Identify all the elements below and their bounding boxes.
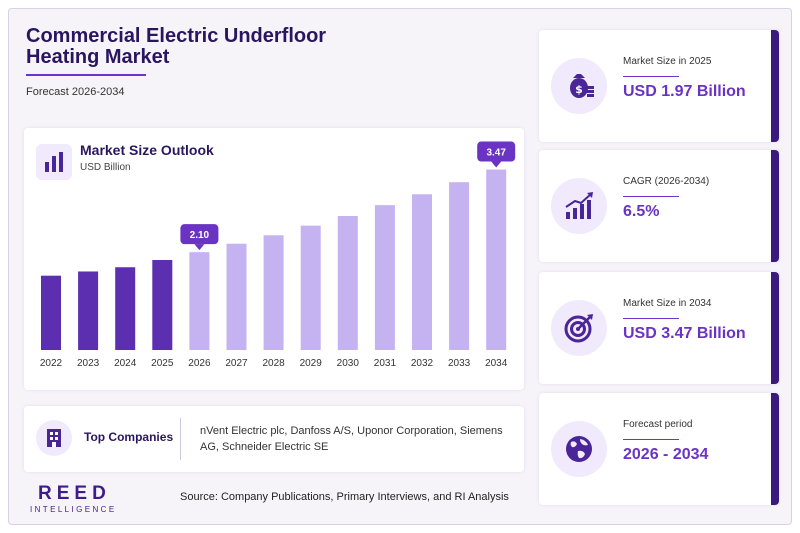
stat-card-market-2034: Market Size in 2034 USD 3.47 Billion (539, 272, 779, 384)
data-label-text: 2.10 (190, 230, 210, 241)
page-subtitle: Forecast 2026-2034 (26, 86, 125, 98)
data-label-text: 3.47 (486, 148, 506, 159)
stat-value: 2026 - 2034 (623, 446, 709, 463)
card-accent-bar (771, 272, 779, 384)
bar-2032 (412, 194, 432, 350)
bar-2024 (115, 267, 136, 350)
stat-rule (623, 196, 679, 197)
bar-2030 (337, 215, 358, 350)
top-companies-card: Top Companies nVent Electric plc, Danfos… (24, 406, 524, 472)
card-accent-bar (771, 30, 779, 142)
x-tick-label: 2031 (374, 358, 397, 369)
bar-2025 (152, 260, 173, 350)
stat-card-market-2025: $ Market Size in 2025 USD 1.97 Billion (539, 30, 779, 142)
target-icon (551, 300, 607, 356)
divider (180, 418, 181, 460)
bar-2034 (486, 169, 507, 350)
stat-label: Market Size in 2025 (623, 56, 712, 67)
data-label-2034: 3.47 (477, 141, 516, 168)
card-accent-bar (771, 393, 779, 505)
stat-rule (623, 318, 679, 319)
data-label-pointer (194, 244, 205, 251)
x-tick-label: 2027 (225, 358, 248, 369)
stat-value: USD 1.97 Billion (623, 83, 746, 100)
logo-subtitle: INTELLIGENCE (30, 505, 117, 514)
stat-rule (623, 439, 679, 440)
top-companies-label: Top Companies (84, 430, 174, 444)
bar-2031 (374, 205, 395, 350)
x-tick-label: 2024 (114, 358, 137, 369)
chart-card: Market Size Outlook USD Billion 2022 2023… (24, 128, 524, 390)
x-tick-label: 2029 (300, 358, 323, 369)
card-accent-bar (771, 150, 779, 262)
bar-2026 (189, 252, 210, 350)
data-label-box (477, 141, 516, 162)
top-companies-list: nVent Electric plc, Danfoss A/S, Uponor … (200, 425, 503, 453)
chart-title: Market Size Outlook (80, 142, 214, 158)
logo-wordmark: REED (38, 483, 111, 504)
x-tick-label: 2032 (411, 358, 434, 369)
money-bag-icon: $ (551, 58, 607, 114)
stat-value: 6.5% (623, 203, 660, 220)
x-tick-label: 2025 (151, 358, 174, 369)
stat-label: Market Size in 2034 (623, 298, 712, 309)
data-label-2026: 2.10 (180, 224, 219, 251)
stat-value: USD 3.47 Billion (623, 325, 746, 342)
bar-2028 (263, 235, 284, 350)
stat-card-cagr: CAGR (2026-2034) 6.5% (539, 150, 779, 262)
bar-chart-icon (36, 144, 72, 180)
bar-2033 (449, 182, 470, 350)
growth-chart-icon (551, 178, 607, 234)
stat-label: Forecast period (623, 419, 693, 430)
bar-chart: 2022 2023 2024 2025 2026 2.10 2027 2028 2029 2030… (40, 141, 516, 369)
page-title: Commercial Electric Underfloor Heating M… (26, 25, 327, 68)
svg-text:$: $ (575, 83, 583, 96)
data-label-pointer (491, 161, 502, 168)
x-tick-label: 2030 (337, 358, 360, 369)
x-tick-label: 2034 (485, 358, 508, 369)
data-label-box (180, 224, 219, 245)
stat-card-forecast-period: Forecast period 2026 - 2034 (539, 393, 779, 505)
x-tick-label: 2022 (40, 358, 63, 369)
stat-label: CAGR (2026-2034) (623, 176, 710, 187)
x-tick-label: 2033 (448, 358, 471, 369)
source-note: Source: Company Publications, Primary In… (180, 491, 509, 503)
chart-unit: USD Billion (80, 162, 131, 173)
bar-2027 (226, 243, 247, 350)
building-icon (36, 420, 72, 456)
x-tick-label: 2028 (262, 358, 285, 369)
x-tick-label: 2026 (188, 358, 211, 369)
globe-icon (551, 421, 607, 477)
bar-2023 (78, 271, 99, 350)
stat-rule (623, 76, 679, 77)
title-underline (26, 74, 146, 76)
bar-2029 (300, 225, 321, 350)
x-tick-label: 2023 (77, 358, 100, 369)
bar-2022 (41, 275, 61, 350)
